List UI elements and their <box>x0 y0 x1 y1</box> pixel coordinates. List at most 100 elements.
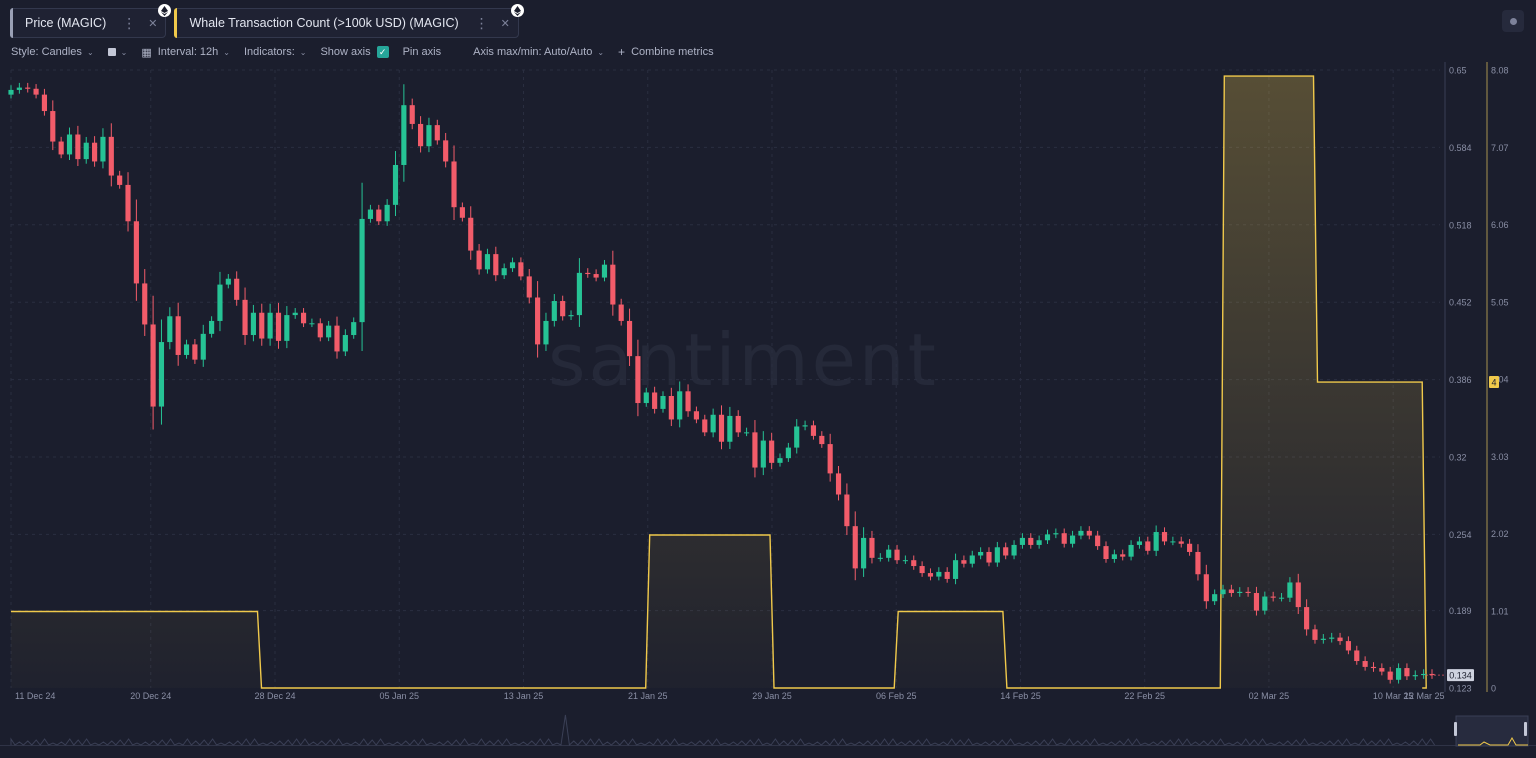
price-candle <box>16 82 22 94</box>
price-candle <box>1354 645 1360 665</box>
axis-minmax-selector[interactable]: Axis max/min: Auto/Auto ⌄ <box>473 46 604 58</box>
price-candle <box>175 302 181 366</box>
price-candle <box>1161 527 1168 546</box>
price-candle <box>1237 587 1243 597</box>
indicators-selector[interactable]: Indicators: ⌄ <box>244 46 306 58</box>
price-candle <box>1312 624 1318 644</box>
price-candle <box>518 257 524 281</box>
date-axis-tick-label: 10 Mar 25 <box>1373 691 1414 701</box>
price-candle <box>994 541 1000 567</box>
date-axis-tick-label: 29 Jan 25 <box>752 691 792 701</box>
price-candle <box>902 555 908 564</box>
pin-axis-label: Pin axis <box>402 46 442 58</box>
price-last-value-badge: 0.134 <box>1447 669 1474 682</box>
price-candle <box>326 320 332 342</box>
price-candle <box>334 316 340 359</box>
price-candle <box>769 432 775 470</box>
price-candle <box>117 170 123 189</box>
price-candle <box>936 567 942 581</box>
price-candle <box>760 431 766 476</box>
timeline-navigator[interactable] <box>0 714 1536 747</box>
color-selector[interactable]: ⌄ <box>107 48 127 57</box>
price-candle <box>1228 584 1234 597</box>
navigator-window[interactable] <box>1455 715 1529 747</box>
price-candle <box>543 312 549 351</box>
calendar-icon: ▦ <box>141 46 152 59</box>
close-icon[interactable]: ✕ <box>500 17 510 30</box>
price-candle <box>100 128 106 169</box>
price-candle <box>242 287 248 345</box>
price-axis-tick-label: 0.123 <box>1449 684 1472 694</box>
tab-whale-transactions[interactable]: Whale Transaction Count (>100k USD) (MAG… <box>174 4 524 38</box>
price-candle <box>459 202 465 222</box>
price-candle <box>200 324 206 367</box>
price-candle <box>643 387 649 407</box>
price-candle <box>484 248 491 274</box>
price-candle <box>819 431 825 448</box>
price-candle <box>560 295 566 321</box>
price-axis-tick-label: 0.65 <box>1449 66 1467 76</box>
price-candle <box>1019 533 1025 549</box>
navigator-left-handle[interactable] <box>1454 722 1457 736</box>
combine-metrics-button[interactable]: + Combine metrics <box>618 45 714 59</box>
style-selector[interactable]: Style: Candles ⌄ <box>11 46 94 58</box>
svg-text:4: 4 <box>1491 378 1496 388</box>
date-axis-tick-label: 20 Dec 24 <box>130 691 171 701</box>
price-candle <box>133 199 139 301</box>
tab-whale-label: Whale Transaction Count (>100k USD) (MAG… <box>189 16 459 30</box>
pin-axis-toggle[interactable]: Pin axis <box>403 46 442 58</box>
price-candle <box>1028 533 1034 549</box>
price-candle <box>986 547 992 567</box>
interval-selector[interactable]: ▦ Interval: 12h ⌄ <box>141 46 230 59</box>
chevron-down-icon: ⌄ <box>86 47 94 57</box>
tab-price[interactable]: Price (MAGIC) ⋮ ✕ <box>10 4 172 38</box>
price-candle <box>861 527 867 577</box>
tab-price-label: Price (MAGIC) <box>25 16 107 30</box>
price-candle <box>635 339 641 417</box>
more-vertical-icon[interactable]: ⋮ <box>474 14 489 31</box>
price-candle <box>660 391 666 413</box>
price-candle <box>443 132 449 168</box>
date-axis-tick-label: 13 Jan 25 <box>504 691 544 701</box>
date-axis-tick-label: 05 Jan 25 <box>379 691 419 701</box>
ethereum-icon <box>510 4 524 17</box>
whale-axis-tick-label: 4.04 <box>1491 375 1509 385</box>
price-candle <box>1404 663 1410 681</box>
navigator-right-handle[interactable] <box>1524 722 1527 736</box>
price-candle <box>300 308 307 328</box>
price-candle <box>961 555 967 568</box>
price-candle <box>234 271 240 306</box>
date-axis-tick-label: 14 Feb 25 <box>1000 691 1041 701</box>
checkbox-checked-icon[interactable]: ✓ <box>376 46 389 58</box>
price-candle <box>50 100 56 151</box>
price-candle <box>601 259 608 282</box>
price-candle <box>752 420 758 478</box>
price-candle <box>526 269 532 304</box>
price-candle <box>1304 599 1310 636</box>
price-candle <box>677 381 683 428</box>
price-candle <box>142 269 148 336</box>
close-icon[interactable]: ✕ <box>148 17 158 30</box>
price-candle <box>886 544 892 562</box>
price-candle <box>1053 528 1059 539</box>
price-candle <box>894 544 900 564</box>
whale-series-line <box>11 75 1427 689</box>
price-candle <box>1103 541 1109 563</box>
price-candle <box>359 182 365 352</box>
price-candle <box>652 386 658 414</box>
chevron-down-icon: ⌄ <box>597 47 605 57</box>
whale-axis-tick-label: 2.02 <box>1491 529 1509 539</box>
price-candle <box>718 405 725 450</box>
price-candle <box>1379 663 1385 676</box>
whale-axis-tick-label: 7.07 <box>1491 143 1509 153</box>
show-axis-toggle[interactable]: Show axis ✓ <box>320 46 389 58</box>
price-candle <box>1270 591 1276 602</box>
date-axis-tick-label: 28 Dec 24 <box>254 691 295 701</box>
more-vertical-icon[interactable]: ⋮ <box>122 14 137 31</box>
price-candle <box>1320 634 1326 644</box>
axis-minmax-label: Axis max/min: Auto/Auto <box>473 46 593 58</box>
settings-button[interactable] <box>1502 10 1524 32</box>
show-axis-label: Show axis <box>320 46 371 58</box>
